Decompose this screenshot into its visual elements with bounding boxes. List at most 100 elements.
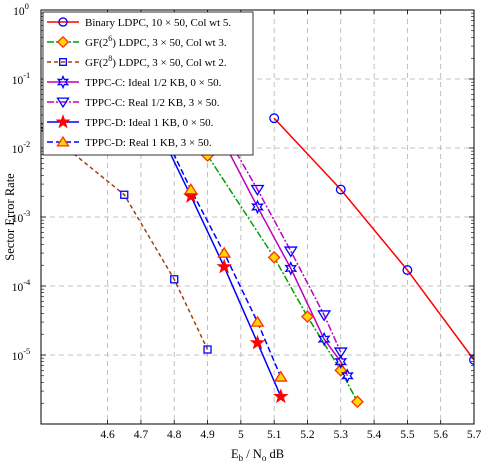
data-point-marker: [183, 188, 199, 203]
x-tick-label: 5.6: [434, 429, 449, 441]
x-axis-title-sub1: b: [239, 453, 244, 463]
legend-label-text: TPPC-C: Ideal 1/2 KB, 0 × 50.: [85, 77, 222, 89]
legend-label: GF(28) LDPC, 3 × 50, Col wt 2.: [85, 54, 227, 69]
y-tick-label: 10-1: [12, 70, 31, 87]
series-line: [273, 117, 474, 361]
data-point-marker: [59, 58, 67, 66]
data-point-marker: [301, 310, 314, 324]
legend-label-text: Binary LDPC, 10 × 50, Col wt 5.: [85, 17, 231, 29]
y-axis-title: Sector Error Rate: [3, 173, 17, 261]
legend-label-sup: 8: [108, 54, 112, 63]
data-point-marker: [58, 17, 68, 27]
data-point-marker: [251, 199, 264, 215]
x-tick-label: 5.4: [367, 429, 382, 441]
data-point-marker: [120, 190, 129, 199]
data-point-marker: [273, 388, 289, 404]
y-tick-label-base: 10: [12, 75, 24, 87]
series-line: [190, 73, 342, 353]
legend-label-sup: 6: [108, 34, 112, 43]
legend-item: TPPC-D: Real 1 KB, 3 × 50.: [47, 135, 212, 149]
legend-label: TPPC-D: Real 1 KB, 3 × 50.: [85, 137, 212, 149]
data-point-marker: [335, 184, 346, 195]
data-point-marker: [269, 113, 280, 124]
data-point-marker: [341, 368, 354, 384]
x-tick-label: 5.1: [267, 429, 282, 441]
legend-item: TPPC-D: Ideal 1 KB, 0 × 50.: [47, 114, 214, 129]
data-point-marker: [55, 114, 71, 129]
data-point-marker: [351, 395, 364, 409]
legend-label-text: TPPC-D: Ideal 1 KB, 0 × 50.: [85, 117, 214, 129]
y-tick-label-exp: -1: [23, 70, 30, 80]
y-tick-label-exp: 0: [25, 1, 29, 11]
data-point-marker: [284, 260, 298, 276]
legend-label-text: TPPC-D: Real 1 KB, 3 × 50.: [85, 137, 212, 149]
series-line: [206, 155, 359, 403]
legend-box: [42, 11, 254, 156]
x-axis-title-mid: / N: [243, 447, 262, 461]
legend-item: TPPC-C: Real 1/2 KB, 3 × 50.: [47, 97, 220, 109]
data-point-marker: [317, 310, 332, 322]
data-point-marker: [56, 97, 70, 109]
legend-label-text-rest: ) LDPC, 3 × 50, Col wt 2.: [112, 57, 227, 69]
data-point-marker: [250, 184, 265, 196]
legend: Binary LDPC, 10 × 50, Col wt 5.GF(26) LD…: [42, 11, 254, 156]
legend-label: TPPC-D: Ideal 1 KB, 0 × 50.: [85, 117, 214, 129]
legend-items: Binary LDPC, 10 × 50, Col wt 5.GF(26) LD…: [47, 17, 231, 149]
x-axis-title-main: E: [231, 447, 239, 461]
y-tick-label: 100: [13, 1, 29, 18]
y-tick-label-base: 10: [13, 6, 25, 18]
y-tick-label: 10-2: [12, 139, 31, 156]
y-tick-label-exp: -3: [23, 208, 30, 218]
x-axis-title: Eb / No dB: [231, 447, 284, 463]
data-point-marker: [170, 275, 179, 284]
y-tick-label-base: 10: [12, 282, 24, 294]
y-tick-label: 10-5: [12, 346, 31, 363]
y-tick-label: 10-3: [12, 208, 31, 225]
legend-label: TPPC-C: Real 1/2 KB, 3 × 50.: [85, 97, 220, 109]
legend-label: Binary LDPC, 10 × 50, Col wt 5.: [85, 17, 231, 29]
x-axis-title-unit: dB: [266, 447, 284, 461]
data-point-marker: [183, 183, 198, 195]
y-tick-label-exp: -5: [23, 346, 30, 356]
legend-label-text: TPPC-C: Real 1/2 KB, 3 × 50.: [85, 97, 220, 109]
data-point-marker: [469, 354, 474, 365]
data-point-marker: [203, 345, 212, 354]
legend-item: TPPC-C: Ideal 1/2 KB, 0 × 50.: [47, 74, 222, 90]
data-point-marker: [273, 370, 288, 382]
data-point-marker: [56, 35, 70, 49]
x-tick-label: 4.8: [167, 429, 182, 441]
x-tick-label: 5: [238, 429, 244, 441]
data-point-marker: [249, 334, 266, 350]
x-tick-labels: 4.6 4.7 4.8 4.9 5 5.1 5.2 5.3 5.4 5.5 5.6 5.7: [100, 429, 481, 441]
data-point-marker: [334, 354, 348, 370]
x-tick-label: 4.6: [100, 429, 115, 441]
data-point-marker: [317, 331, 331, 347]
y-tick-label-exp: -2: [23, 139, 30, 149]
y-tick-label-base: 10: [12, 213, 24, 225]
grid: [41, 10, 474, 424]
legend-label: GF(26) LDPC, 3 × 50, Col wt 3.: [85, 34, 227, 49]
data-point-marker: [402, 265, 413, 276]
x-tick-label: 4.9: [200, 429, 215, 441]
y-tick-label-base: 10: [12, 351, 24, 363]
data-point-marker: [250, 315, 265, 327]
y-tick-label-exp: -4: [23, 277, 31, 287]
data-point-marker: [56, 135, 70, 147]
legend-item: GF(28) LDPC, 3 × 50, Col wt 2.: [47, 54, 227, 69]
data-point-marker: [217, 246, 232, 258]
legend-label-text-rest: ) LDPC, 3 × 50, Col wt 3.: [112, 37, 227, 49]
legend-label-text: GF(2: [85, 37, 108, 49]
data-point-marker: [283, 246, 298, 258]
legend-label: TPPC-C: Ideal 1/2 KB, 0 × 50.: [85, 77, 222, 89]
x-tick-label: 5.5: [400, 429, 415, 441]
legend-item: Binary LDPC, 10 × 50, Col wt 5.: [47, 17, 231, 29]
y-tick-label-base: 10: [12, 144, 24, 156]
data-point-marker: [56, 74, 70, 90]
y-tick-label: 10-4: [12, 277, 31, 294]
legend-item: GF(26) LDPC, 3 × 50, Col wt 3.: [47, 34, 227, 49]
x-tick-label: 5.7: [467, 429, 482, 441]
x-tick-label: 4.7: [134, 429, 149, 441]
series-line: [41, 126, 209, 350]
